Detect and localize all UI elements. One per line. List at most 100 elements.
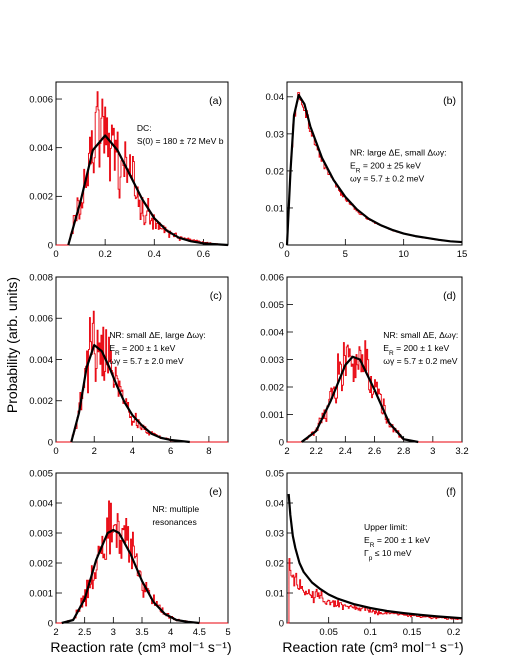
annotation-line: S(0) = 180 ± 72 MeV b: [137, 136, 224, 146]
y-tick-label: 0: [48, 240, 53, 251]
x-tick-label: 3.5: [135, 627, 148, 638]
y-tick-label: 0: [48, 437, 53, 448]
y-tick-label: 0.005: [29, 468, 53, 479]
chart-panel-5: 0 0.001 0.002 0.003 0.004 0.005 2 2.5 3 3.5 4 4.5 5 (…: [29, 468, 230, 638]
x-axis-title-right: Reaction rate (cm³ mol⁻¹ s⁻¹): [282, 639, 463, 655]
x-tick-label: 0.2: [99, 249, 112, 260]
y-tick-label: 0.003: [29, 528, 53, 539]
y-tick-label: 0.002: [29, 192, 53, 203]
y-tick-label: 0.04: [266, 92, 285, 103]
x-tick-label: 3.2: [455, 446, 468, 457]
fit-curve: [61, 528, 200, 625]
x-tick-label: 2.6: [368, 446, 381, 457]
x-tick-label: 2: [284, 446, 289, 457]
x-tick-label: 2.8: [397, 446, 410, 457]
panel-label: (a): [209, 95, 222, 107]
y-tick-label: 0.004: [29, 355, 53, 366]
x-tick-label: 3: [111, 627, 116, 638]
y-tick-label: 0.02: [266, 558, 285, 569]
y-tick-label: 0.003: [260, 355, 284, 366]
x-tick-label: 4.5: [193, 627, 206, 638]
histogram-series: [56, 91, 228, 246]
y-tick-label: 0: [279, 618, 284, 629]
x-tick-label: 3: [430, 446, 435, 457]
x-tick-label: 0.4: [148, 249, 161, 260]
annotation-line: ER = 200 ± 1 keV: [383, 343, 449, 357]
panel-label: (f): [446, 486, 456, 498]
y-tick-label: 0: [279, 240, 284, 251]
y-tick-label: 0.001: [29, 588, 53, 599]
y-tick-label: 0.008: [29, 272, 53, 283]
x-axis-title-left: Reaction rate (cm³ mol⁻¹ s⁻¹): [50, 639, 231, 655]
chart-panel-6: 0 0.01 0.02 0.03 0.04 0.05 0.05 0.1 0.15 0.2 (f) Up…: [266, 468, 463, 638]
histogram-series: [287, 558, 462, 624]
annotation-line: resonances: [152, 517, 196, 527]
y-tick-label: 0: [48, 618, 53, 629]
annotation-line: ωγ = 5.7 ± 2.0 meV: [109, 356, 184, 366]
x-tick-label: 6: [168, 446, 173, 457]
annotation-line: ωγ = 5.7 ± 0.2 meV: [350, 173, 425, 183]
chart-panel-1: 0 0.002 0.004 0.006 0 0.2 0.4 0.6 (a) DC: S(0) = 1…: [29, 81, 229, 260]
x-tick-label: 0.15: [403, 627, 422, 638]
y-tick-label: 0.005: [260, 300, 284, 311]
x-tick-label: 0.6: [197, 249, 210, 260]
y-tick-label: 0.03: [266, 129, 285, 140]
y-tick-label: 0.004: [260, 327, 284, 338]
annotation-line: Γp ≤ 10 meV: [364, 548, 412, 562]
x-tick-label: 2.2: [310, 446, 323, 457]
x-tick-label: 15: [457, 249, 468, 260]
x-tick-label: 10: [398, 249, 409, 260]
y-tick-label: 0.004: [29, 498, 53, 509]
annotation-line: NR: small ΔE, large Δωγ:: [109, 330, 206, 340]
y-tick-label: 0.006: [29, 94, 53, 105]
panel-label: (e): [209, 486, 222, 498]
y-tick-label: 0.04: [266, 498, 285, 509]
y-tick-label: 0.006: [260, 272, 284, 283]
x-tick-label: 2: [92, 446, 97, 457]
plot-frame: [286, 472, 463, 624]
fit-curve: [285, 93, 463, 246]
y-tick-label: 0.002: [29, 558, 53, 569]
panel-label: (d): [443, 290, 456, 302]
y-tick-label: 0.01: [266, 203, 285, 214]
y-tick-label: 0.006: [29, 314, 53, 325]
fit-curve: [70, 343, 190, 444]
y-tick-label: 0.004: [29, 143, 53, 154]
x-tick-label: 5: [343, 249, 348, 260]
x-tick-label: 2.5: [78, 627, 91, 638]
panel-label: (b): [443, 95, 456, 107]
y-tick-label: 0.002: [260, 382, 284, 393]
chart-panel-3: 0 0.002 0.004 0.006 0.008 0 2 4 6 8 (c) NR: small Δ…: [29, 272, 229, 457]
y-axis-title: Probability (arb. units): [4, 277, 20, 413]
plot-frame: [286, 81, 463, 246]
chart-panel-4: 0 0.001 0.002 0.003 0.004 0.005 0.006 2 2.2 2.4 2.…: [260, 272, 468, 457]
y-tick-label: 0.002: [29, 396, 53, 407]
annotation-line: NR: multiple: [152, 504, 199, 514]
y-tick-label: 0: [279, 437, 284, 448]
y-tick-label: 0.05: [266, 468, 285, 479]
x-tick-label: 2: [53, 627, 58, 638]
annotation-line: ER = 200 ± 1 keV: [109, 343, 175, 357]
annotation-line: ER = 200 ± 1 keV: [364, 535, 430, 549]
x-tick-label: 8: [206, 446, 211, 457]
x-tick-label: 4: [130, 446, 135, 457]
x-tick-label: 0.2: [447, 627, 460, 638]
chart-panel-2: 0 0.01 0.02 0.03 0.04 0 5 10 15 (b) NR: large ΔE, …: [266, 81, 468, 260]
x-tick-label: 0: [53, 446, 58, 457]
y-tick-label: 0.03: [266, 528, 285, 539]
y-tick-label: 0.02: [266, 166, 285, 177]
y-tick-label: 0.01: [266, 588, 285, 599]
panel-label: (c): [210, 290, 222, 302]
x-tick-label: 0: [53, 249, 58, 260]
fit-curve: [287, 493, 463, 620]
annotation-line: NR: large ΔE, small Δωγ:: [350, 147, 447, 157]
x-tick-label: 5: [225, 627, 230, 638]
fit-curve: [300, 355, 419, 444]
x-tick-label: 4: [168, 627, 173, 638]
annotation-line: ER = 200 ± 25 keV: [350, 160, 421, 174]
annotation-line: Upper limit:: [364, 522, 407, 532]
annotation-line: NR: small ΔE, Δωγ:: [383, 330, 458, 340]
fit-curve: [67, 134, 229, 247]
x-tick-label: 0.1: [364, 627, 377, 638]
